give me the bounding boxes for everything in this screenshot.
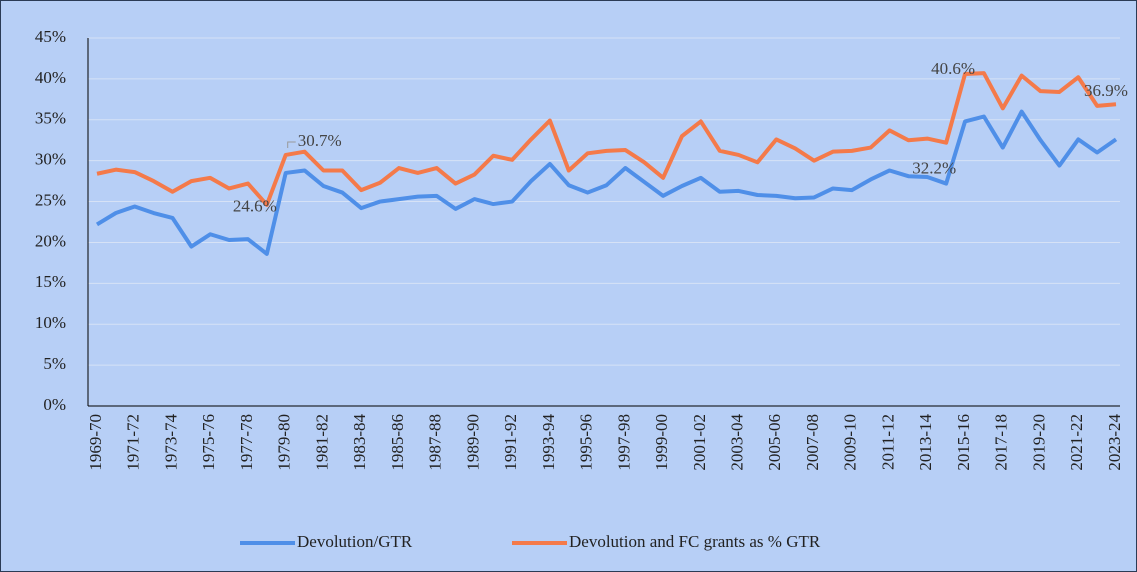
- x-tick-label: 1981-82: [312, 414, 331, 471]
- y-tick-label: 25%: [35, 190, 66, 209]
- legend-label: Devolution and FC grants as % GTR: [569, 532, 821, 551]
- x-tick-label: 2019-20: [1029, 414, 1048, 471]
- y-tick-label: 35%: [35, 109, 66, 128]
- x-tick-label: 1977-78: [237, 414, 256, 471]
- data-label: 40.6%: [931, 59, 975, 78]
- y-tick-label: 45%: [35, 27, 66, 46]
- y-tick-label: 30%: [35, 150, 66, 169]
- x-tick-label: 1989-90: [463, 414, 482, 471]
- x-tick-label: 1987-88: [426, 414, 445, 471]
- x-tick-label: 1995-96: [577, 414, 596, 471]
- x-tick-label: 1973-74: [161, 414, 180, 471]
- data-label: 36.9%: [1084, 81, 1128, 100]
- x-tick-label: 2023-24: [1105, 414, 1124, 471]
- x-tick-label: 2013-14: [916, 414, 935, 471]
- x-tick-label: 1991-92: [501, 414, 520, 471]
- y-tick-label: 40%: [35, 68, 66, 87]
- x-tick-label: 1983-84: [350, 414, 369, 471]
- x-tick-label: 2015-16: [954, 414, 973, 471]
- data-label: 30.7%: [298, 131, 342, 150]
- x-tick-label: 1969-70: [86, 414, 105, 471]
- x-tick-label: 2009-10: [841, 414, 860, 471]
- label-leader: [287, 141, 296, 148]
- x-tick-label: 2001-02: [690, 414, 709, 471]
- data-line: [95, 109, 1118, 256]
- x-tick-label: 2017-18: [992, 414, 1011, 471]
- data-label: 32.2%: [912, 159, 956, 178]
- x-tick-label: 1971-72: [124, 414, 143, 471]
- x-tick-label: 2003-04: [727, 414, 746, 471]
- x-tick-label: 2007-08: [803, 414, 822, 471]
- x-tick-label: 1975-76: [199, 414, 218, 471]
- y-tick-label: 5%: [43, 354, 66, 373]
- x-tick-label: 1993-94: [539, 414, 558, 471]
- x-tick-label: 1997-98: [614, 414, 633, 471]
- legend-label: Devolution/GTR: [297, 532, 413, 551]
- x-tick-label: 2011-12: [878, 414, 897, 470]
- x-tick-label: 1979-80: [275, 414, 294, 471]
- data-line: [96, 71, 1117, 207]
- y-tick-label: 15%: [35, 272, 66, 291]
- data-label: 24.6%: [233, 197, 277, 216]
- x-tick-label: 1985-86: [388, 414, 407, 471]
- y-tick-label: 20%: [35, 231, 66, 250]
- x-tick-label: 2021-22: [1067, 414, 1086, 471]
- y-tick-label: 10%: [35, 313, 66, 332]
- y-tick-label: 0%: [43, 395, 66, 414]
- x-tick-label: 1999-00: [652, 414, 671, 471]
- x-tick-label: 2005-06: [765, 414, 784, 471]
